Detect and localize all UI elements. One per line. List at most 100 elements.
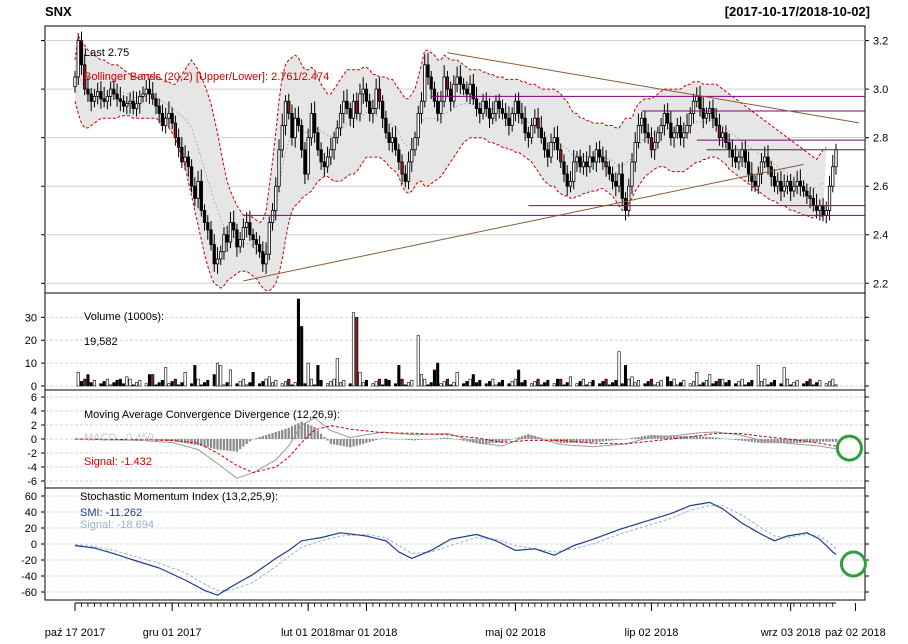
candle xyxy=(461,83,466,90)
macd-histogram-bar xyxy=(708,437,711,439)
volume-bar xyxy=(795,379,799,387)
volume-bar xyxy=(122,383,126,387)
x-tick-label: maj 02 2018 xyxy=(485,627,546,639)
candle xyxy=(617,173,621,187)
macd-histogram-bar xyxy=(760,439,763,444)
candle xyxy=(737,156,741,163)
volume-bar xyxy=(348,383,352,387)
macd-histogram-bar xyxy=(744,439,747,442)
volume-bar xyxy=(419,374,424,387)
volume-bar xyxy=(351,312,356,387)
volume-bar xyxy=(487,381,492,387)
volume-bar xyxy=(478,379,482,387)
volume-bar xyxy=(607,384,611,387)
candle xyxy=(727,142,731,151)
macd-histogram-bar xyxy=(436,438,439,439)
candle xyxy=(701,108,705,119)
volume-bar xyxy=(672,378,676,387)
candle xyxy=(818,205,822,211)
candle xyxy=(824,210,828,216)
date-range: [2017-10-17/2018-10-02] xyxy=(724,4,870,19)
volume-bar xyxy=(397,365,401,387)
volume-bar xyxy=(280,383,284,387)
candle xyxy=(756,173,760,187)
volume-bar xyxy=(555,378,560,387)
candle xyxy=(675,125,679,134)
candle xyxy=(371,108,375,114)
panel-frame-vol xyxy=(44,292,866,391)
volume-bar xyxy=(355,317,359,387)
volume-bar xyxy=(170,381,174,387)
volume-bar xyxy=(400,378,404,387)
macd-histogram-bar xyxy=(647,435,650,439)
candle xyxy=(805,190,809,197)
volume-bar xyxy=(89,382,93,387)
macd-histogram-bar xyxy=(692,436,695,439)
volume-bar xyxy=(193,365,197,387)
candle xyxy=(449,88,453,102)
candle xyxy=(254,239,258,245)
candle xyxy=(102,98,106,102)
smi-signal-line xyxy=(74,505,837,591)
volume-bar xyxy=(565,382,569,387)
volume-bar xyxy=(180,382,184,387)
macd-histogram-bar xyxy=(251,439,255,440)
macd-histogram-bar xyxy=(426,439,430,440)
macd-tick-label: 2 xyxy=(31,420,37,432)
candle xyxy=(659,125,663,134)
macd-tick-label: -6 xyxy=(27,476,37,488)
candle xyxy=(206,222,210,231)
macd-histogram-bar xyxy=(643,435,647,439)
candle xyxy=(293,117,297,139)
candle xyxy=(798,180,803,187)
candle xyxy=(620,173,624,199)
macd-histogram-bar xyxy=(828,439,831,442)
volume-bar xyxy=(630,376,634,387)
candle xyxy=(267,222,271,255)
macd-histogram-bar xyxy=(316,430,319,439)
candle xyxy=(115,93,119,100)
macd-histogram-bar xyxy=(323,437,326,439)
macd-signal-line xyxy=(75,425,837,474)
macd-legend-signal: Signal: -1.432 xyxy=(84,456,152,468)
volume-bar xyxy=(601,381,605,387)
volume-bar xyxy=(303,383,307,387)
candle xyxy=(112,88,116,95)
candle xyxy=(507,117,511,126)
macd-histogram-bar xyxy=(562,439,566,444)
macd-histogram-bar xyxy=(183,439,187,444)
macd-histogram-bar xyxy=(381,438,384,439)
candle xyxy=(325,156,330,168)
macd-histogram-bar xyxy=(757,439,760,443)
candle xyxy=(364,88,369,102)
volume-bar xyxy=(766,384,770,387)
volume-bar xyxy=(484,383,488,387)
volume-bar xyxy=(235,383,239,387)
macd-histogram-bar xyxy=(549,439,553,441)
volume-bar xyxy=(219,365,223,387)
candle xyxy=(387,132,391,143)
macd-histogram-bar xyxy=(504,439,507,442)
macd-histogram-bar xyxy=(821,439,825,442)
volume-bar xyxy=(824,383,828,387)
candle xyxy=(636,125,641,143)
macd-histogram-bar xyxy=(475,439,478,444)
candle xyxy=(559,149,563,163)
candle xyxy=(73,76,77,88)
volume-bar xyxy=(523,379,527,387)
volume-bar xyxy=(384,378,388,387)
volume-bar xyxy=(756,365,760,387)
volume-bar xyxy=(196,378,200,387)
smi-tick-label: 40 xyxy=(25,507,37,519)
macd-histogram-bar xyxy=(148,439,151,441)
macd-histogram-bar xyxy=(672,436,676,439)
volume-bar xyxy=(131,384,135,387)
smi-tick-label: -60 xyxy=(21,587,37,599)
volume-bar xyxy=(339,382,343,387)
candle xyxy=(86,88,90,95)
smi-highlight-circle xyxy=(839,550,867,578)
candle xyxy=(487,108,492,119)
price-tick-label: 2.8 xyxy=(873,133,888,145)
candle xyxy=(724,132,728,143)
candle xyxy=(316,132,320,151)
